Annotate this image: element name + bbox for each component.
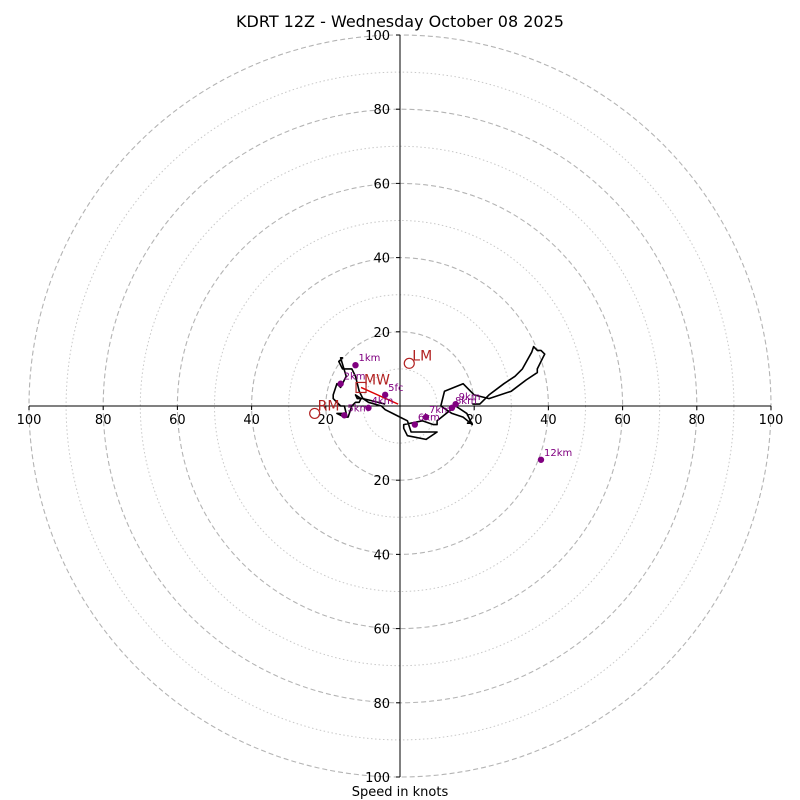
- x-tick-label: 20: [466, 413, 483, 428]
- y-tick-label: 100: [365, 29, 390, 44]
- height-marker-7km: [422, 413, 430, 421]
- y-tick-label: 40: [373, 548, 390, 563]
- x-tick-label: 60: [169, 413, 186, 428]
- y-tick-label: 100: [365, 771, 390, 786]
- y-tick-label: 20: [373, 326, 390, 341]
- x-tick-label: 20: [318, 413, 335, 428]
- y-tick-label: 60: [373, 177, 390, 192]
- height-label-5km: 5km: [347, 403, 369, 414]
- x-tick-label: 80: [689, 413, 706, 428]
- axes: [29, 35, 771, 777]
- x-tick-label: 100: [759, 413, 784, 428]
- lm-label: LM: [412, 348, 432, 364]
- mw-marker: [355, 381, 367, 394]
- x-tick-label: 40: [243, 413, 260, 428]
- height-markers: 1km2km5fc4km5km6km7km8km9km12km: [337, 353, 572, 463]
- height-label-2km: 2km: [344, 372, 366, 383]
- lm-marker: [403, 357, 415, 369]
- height-marker-1km: [352, 361, 359, 369]
- height-marker-3km: [381, 391, 389, 399]
- height-marker-12km: [537, 456, 545, 463]
- rm-marker: [309, 407, 321, 420]
- axis-tick-labels: 100 80 60 40 20 20 40 60 80 100 20 40 60 80 100 20 40 60 8…: [17, 29, 784, 786]
- y-tick-label: 80: [373, 697, 390, 712]
- x-tick-label: 100: [17, 413, 42, 428]
- mw-label: MW: [364, 372, 390, 388]
- height-label-4km: 4km: [371, 396, 393, 407]
- x-axis-label: Speed in knots: [352, 785, 449, 800]
- height-marker-9km: [452, 400, 459, 408]
- mean-wind-vector: [360, 386, 399, 405]
- y-tick-label: 40: [373, 252, 390, 267]
- y-tick-label: 60: [373, 623, 390, 638]
- x-tick-label: 40: [540, 413, 557, 428]
- storm-motion-group: LM RM MW: [309, 348, 432, 420]
- y-tick-label: 20: [373, 474, 390, 489]
- chart-title: KDRT 12Z - Wednesday October 08 2025: [236, 12, 564, 31]
- height-marker-4km: [365, 404, 372, 412]
- height-label-7km: 7km: [429, 405, 451, 416]
- height-label-1km: 1km: [358, 353, 380, 364]
- height-label-8km: 8km: [455, 396, 477, 407]
- y-tick-label: 80: [373, 103, 390, 118]
- height-marker-6km: [411, 421, 419, 428]
- height-label-3km: 5fc: [388, 383, 403, 394]
- height-marker-2km: [337, 380, 344, 387]
- height-marker-5km: [341, 412, 348, 419]
- rm-label: RM: [318, 398, 340, 414]
- x-tick-label: 60: [614, 413, 631, 428]
- height-label-9km: 9km: [459, 392, 481, 403]
- x-tick-label: 80: [95, 413, 112, 428]
- height-label-12km: 12km: [544, 448, 572, 459]
